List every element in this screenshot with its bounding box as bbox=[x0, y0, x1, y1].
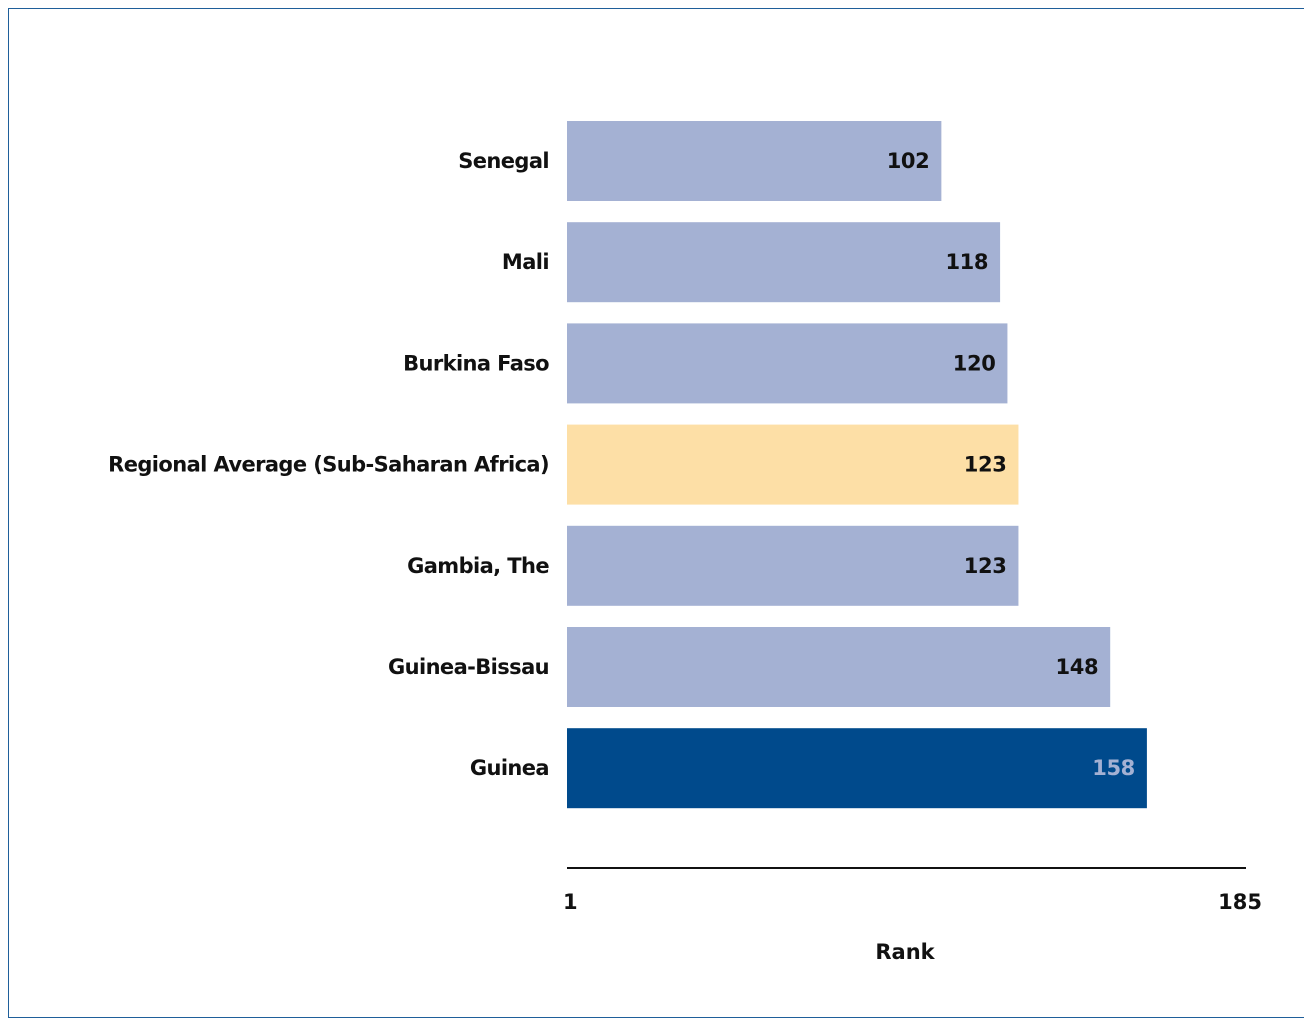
data-label-3: 123 bbox=[964, 453, 1007, 477]
x-tick-max: 185 bbox=[1218, 890, 1262, 914]
data-label-4: 123 bbox=[964, 554, 1007, 578]
bar-5 bbox=[567, 627, 1111, 707]
category-label-1: Mali bbox=[502, 250, 549, 274]
data-label-1: 118 bbox=[945, 250, 988, 274]
data-label-6: 158 bbox=[1092, 756, 1135, 780]
category-label-4: Gambia, The bbox=[407, 554, 549, 578]
bar-2 bbox=[567, 323, 1008, 404]
data-label-2: 120 bbox=[953, 351, 996, 375]
category-label-3: Regional Average (Sub-Saharan Africa) bbox=[108, 453, 549, 477]
category-label-2: Burkina Faso bbox=[403, 351, 549, 375]
x-tick-min: 1 bbox=[563, 890, 578, 914]
bar-4 bbox=[567, 525, 1019, 606]
bar-6 bbox=[567, 728, 1147, 809]
bar-0 bbox=[567, 121, 942, 201]
category-label-6: Guinea bbox=[470, 756, 549, 780]
bar-1 bbox=[567, 222, 1001, 303]
data-label-5: 148 bbox=[1056, 655, 1099, 679]
bars-group: Senegal 102 Mali 118 Burkina Faso 120 Regional… bbox=[108, 121, 1147, 809]
x-axis-label: Rank bbox=[875, 940, 935, 964]
category-label-5: Guinea-Bissau bbox=[388, 655, 549, 679]
bar-3 bbox=[567, 424, 1019, 505]
data-label-0: 102 bbox=[887, 149, 930, 173]
category-label-0: Senegal bbox=[458, 149, 549, 173]
